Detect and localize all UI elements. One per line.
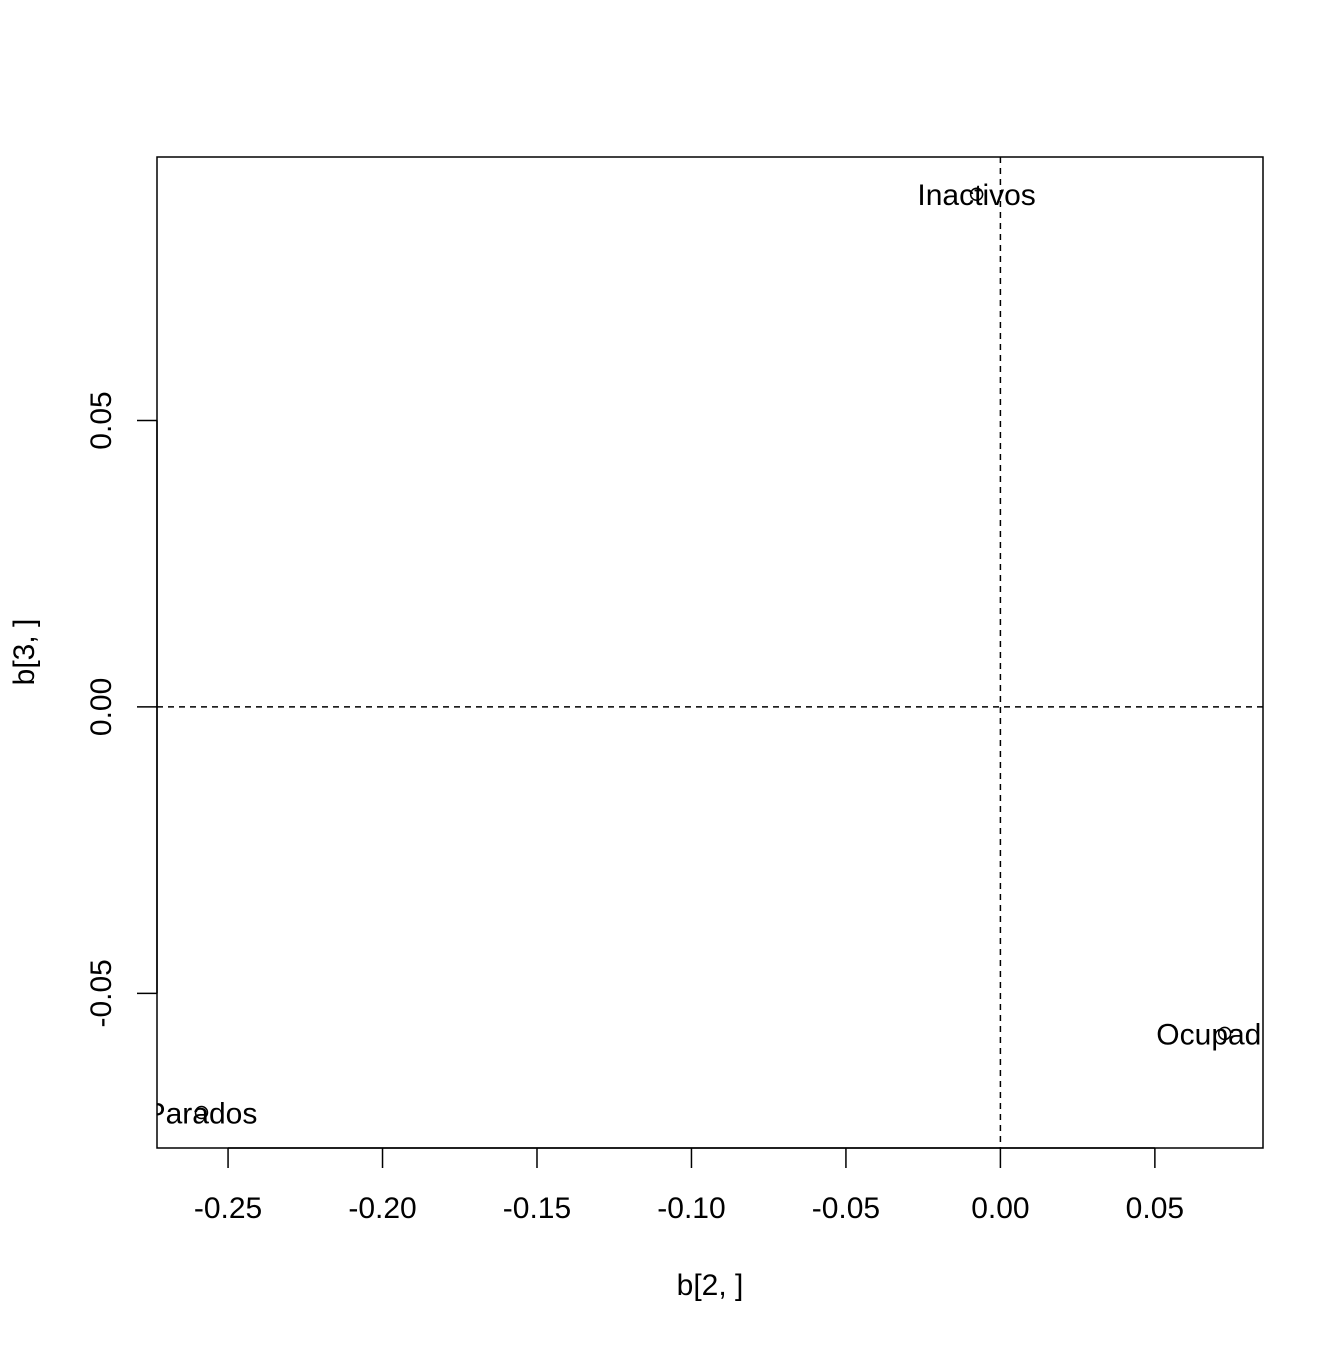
x-tick-label: 0.05 bbox=[1126, 1192, 1184, 1225]
y-tick-label: 0.00 bbox=[85, 678, 118, 736]
data-point bbox=[969, 187, 984, 201]
point-label: Ocupados bbox=[1156, 1018, 1293, 1051]
data-point bbox=[194, 1105, 209, 1120]
x-axis-label: b[2, ] bbox=[677, 1269, 744, 1302]
x-tick-label: -0.25 bbox=[194, 1192, 262, 1225]
y-axis-label: b[3, ] bbox=[8, 619, 41, 686]
plot-frame bbox=[156, 156, 1264, 1149]
points-layer: Inactivos Ocupados Parados bbox=[146, 179, 1293, 1130]
x-tick-label: 0.00 bbox=[971, 1192, 1029, 1225]
point-label: Inactivos bbox=[917, 179, 1035, 212]
reference-lines bbox=[157, 157, 1263, 1148]
data-point bbox=[1217, 1026, 1232, 1041]
x-tick-label: -0.15 bbox=[503, 1192, 571, 1225]
x-axis: -0.25 -0.20 -0.15 -0.10 -0.05 0.00 0.05 bbox=[194, 1147, 1184, 1225]
y-tick-label: 0.05 bbox=[85, 391, 118, 449]
x-tick-label: -0.10 bbox=[657, 1192, 725, 1225]
y-tick-label: -0.05 bbox=[85, 959, 118, 1027]
point-label: Parados bbox=[146, 1097, 258, 1130]
y-axis: -0.05 0.00 0.05 bbox=[85, 391, 158, 1028]
x-tick-label: -0.05 bbox=[812, 1192, 880, 1225]
x-tick-label: -0.20 bbox=[348, 1192, 416, 1225]
